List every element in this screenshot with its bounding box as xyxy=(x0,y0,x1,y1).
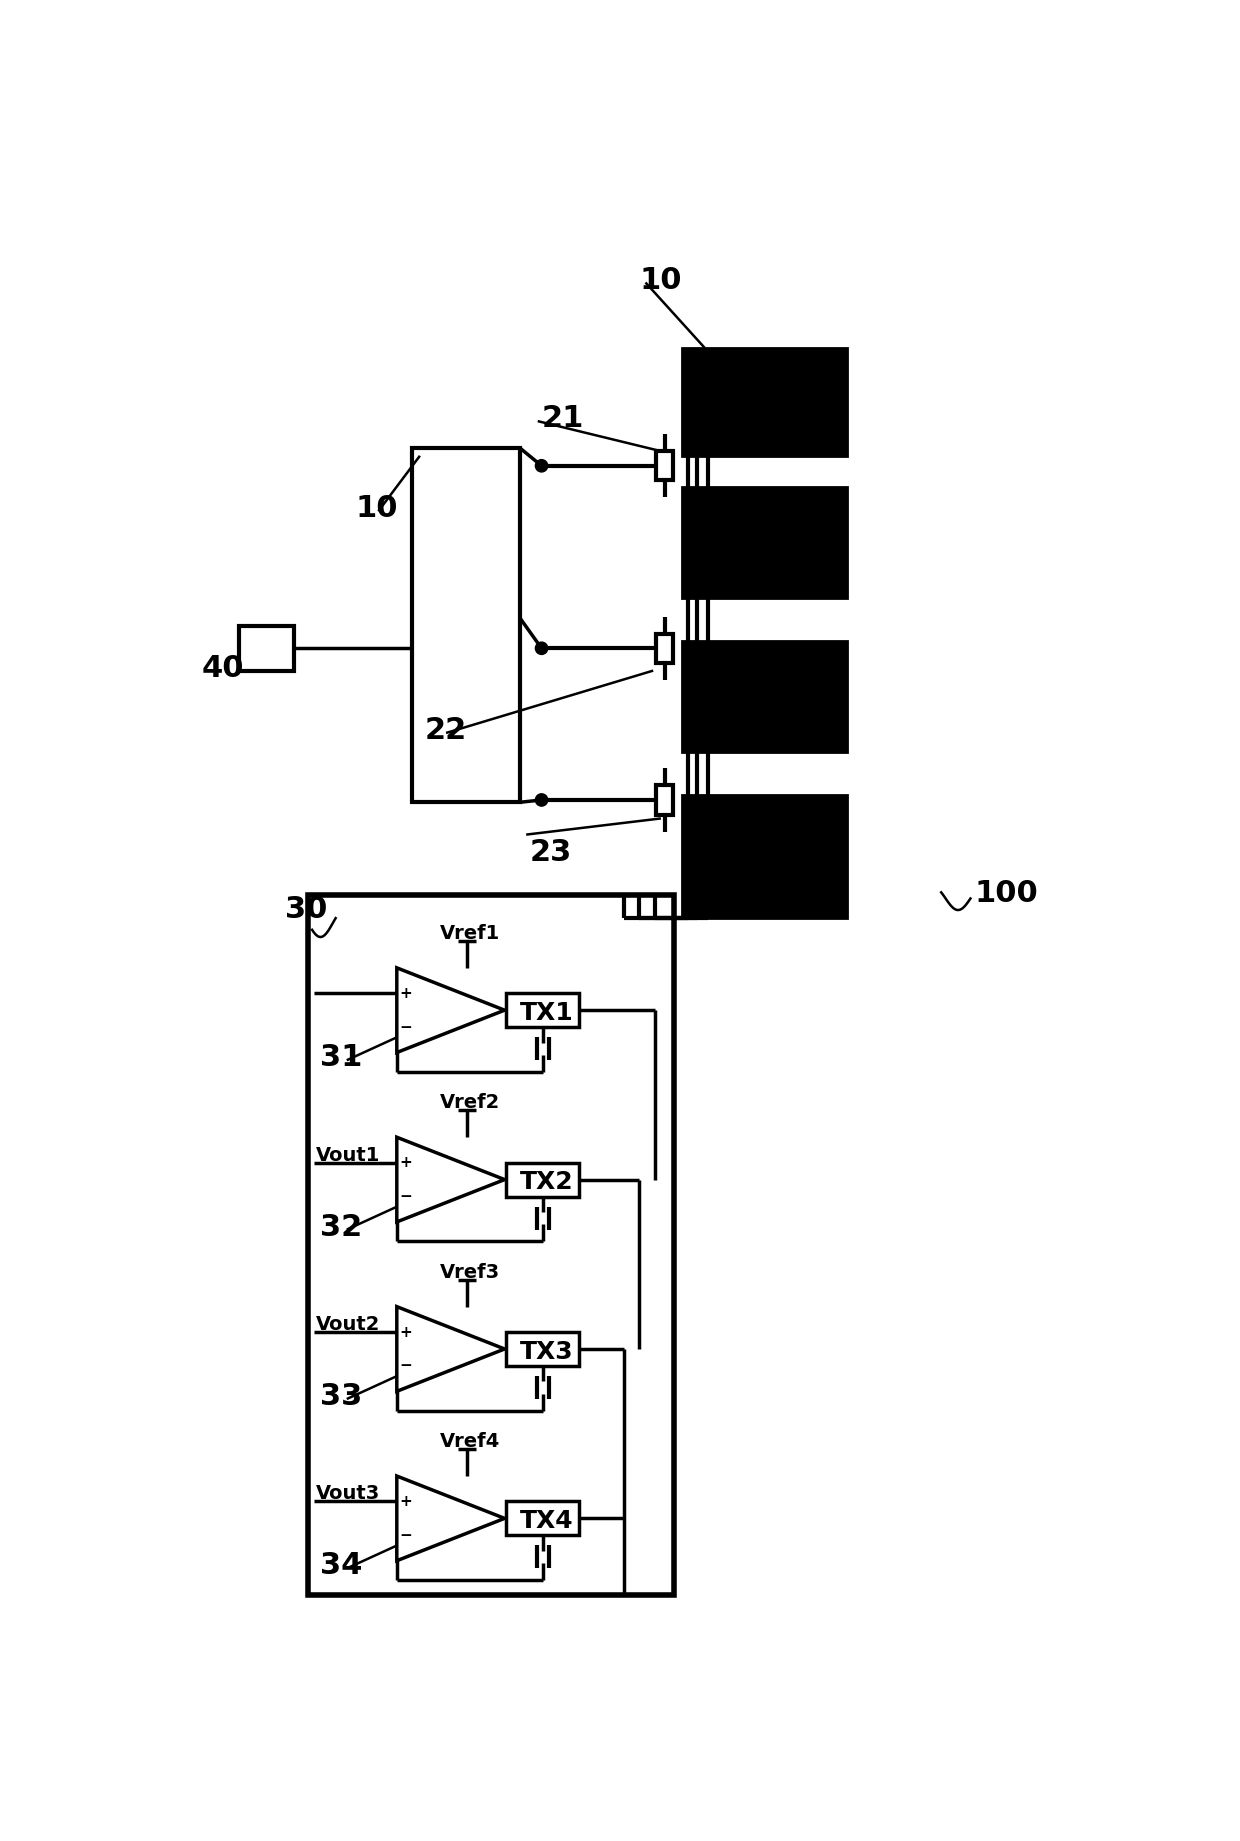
Text: −: − xyxy=(399,1528,413,1543)
Text: 32: 32 xyxy=(320,1213,362,1241)
Polygon shape xyxy=(397,1307,505,1392)
Bar xyxy=(682,486,847,598)
Text: 10: 10 xyxy=(640,265,682,295)
Text: 30: 30 xyxy=(285,895,327,924)
Bar xyxy=(506,1164,579,1197)
Text: 21: 21 xyxy=(542,405,584,433)
Polygon shape xyxy=(397,968,505,1053)
Text: 22: 22 xyxy=(424,716,466,746)
Text: 31: 31 xyxy=(320,1044,362,1071)
Circle shape xyxy=(536,643,548,654)
Text: 40: 40 xyxy=(202,654,244,683)
Text: 23: 23 xyxy=(529,838,572,867)
Text: Vout2: Vout2 xyxy=(316,1314,381,1335)
Text: TX1: TX1 xyxy=(520,1002,574,1025)
Bar xyxy=(682,795,847,919)
Circle shape xyxy=(536,460,548,471)
Text: +: + xyxy=(399,1154,413,1171)
Text: +: + xyxy=(399,1493,413,1510)
Text: Vref3: Vref3 xyxy=(440,1263,500,1281)
Text: −: − xyxy=(399,1359,413,1373)
Bar xyxy=(506,994,579,1027)
Text: Vout1: Vout1 xyxy=(316,1145,381,1165)
Text: +: + xyxy=(399,1324,413,1340)
Text: TX2: TX2 xyxy=(520,1171,574,1195)
Bar xyxy=(412,447,520,803)
Bar xyxy=(682,641,847,753)
Bar xyxy=(656,451,673,481)
Bar xyxy=(506,1333,579,1366)
Text: TX4: TX4 xyxy=(520,1510,574,1534)
Circle shape xyxy=(536,793,548,806)
Bar xyxy=(656,786,673,814)
Bar xyxy=(656,633,673,663)
Bar xyxy=(682,348,847,457)
Text: Vref1: Vref1 xyxy=(440,924,500,943)
Bar xyxy=(309,895,675,1596)
Text: Vref4: Vref4 xyxy=(440,1432,500,1451)
Bar xyxy=(506,1502,579,1535)
Bar xyxy=(239,626,294,670)
Text: 33: 33 xyxy=(320,1383,362,1410)
Text: 34: 34 xyxy=(320,1552,362,1580)
Text: TX3: TX3 xyxy=(520,1340,574,1364)
Polygon shape xyxy=(397,1138,505,1222)
Text: Vout3: Vout3 xyxy=(316,1484,381,1504)
Polygon shape xyxy=(397,1476,505,1561)
Text: 100: 100 xyxy=(975,880,1038,908)
Text: −: − xyxy=(399,1189,413,1204)
Text: +: + xyxy=(399,985,413,1002)
Text: 10: 10 xyxy=(355,493,398,523)
Text: −: − xyxy=(399,1020,413,1035)
Text: Vref2: Vref2 xyxy=(440,1094,500,1112)
